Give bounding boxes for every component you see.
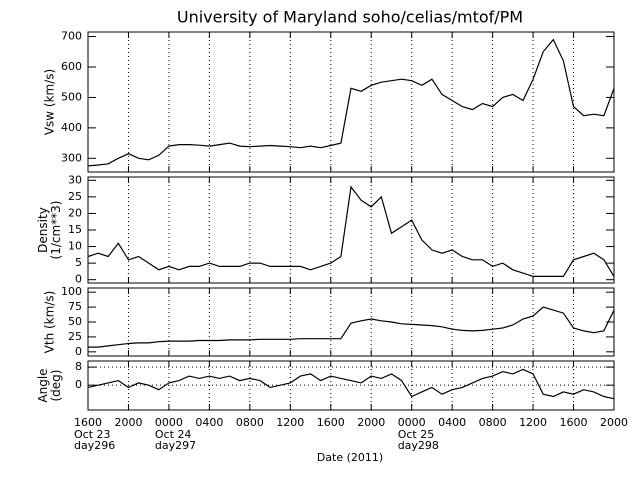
y-tick-label: 5 xyxy=(75,256,82,269)
y-tick-label: 8 xyxy=(75,360,82,373)
y-axis-label: (1/cm**3) xyxy=(49,201,63,260)
data-line xyxy=(87,185,615,277)
y-tick-label: 30 xyxy=(68,173,82,186)
x-tick-label: 1600 xyxy=(317,416,345,429)
chart-title: University of Maryland soho/celias/mtof/… xyxy=(177,8,523,27)
panel-frame xyxy=(87,287,615,357)
x-tick-label: 0000 xyxy=(155,416,183,429)
data-line xyxy=(87,38,615,167)
y-tick-label: 20 xyxy=(68,206,82,219)
y-tick-label: 300 xyxy=(61,151,82,164)
x-tick-label: 0400 xyxy=(195,416,223,429)
y-axis-label: Vsw (km/s) xyxy=(43,69,57,135)
day-label: day298 xyxy=(398,439,439,452)
y-tick-label: 75 xyxy=(68,300,82,313)
y-tick-label: 400 xyxy=(61,121,82,134)
x-tick-label: 2000 xyxy=(114,416,142,429)
x-axis-label: Date (2011) xyxy=(317,451,383,464)
date-label: Oct 24 xyxy=(155,428,192,441)
data-line xyxy=(87,368,615,400)
day-label: day297 xyxy=(155,439,196,452)
y-tick-label: 50 xyxy=(68,315,82,328)
x-tick-label: 0400 xyxy=(438,416,466,429)
y-tick-label: 700 xyxy=(61,30,82,43)
y-tick-label: 10 xyxy=(68,240,82,253)
x-tick-label: 1200 xyxy=(276,416,304,429)
x-tick-label: 0800 xyxy=(479,416,507,429)
panel-frame xyxy=(87,176,615,284)
y-tick-label: 25 xyxy=(68,330,82,343)
panel-frame xyxy=(87,360,615,411)
x-tick-label: 0000 xyxy=(398,416,426,429)
y-axis-label: Density xyxy=(36,207,50,253)
date-label: Oct 23 xyxy=(74,428,111,441)
y-tick-label: 0 xyxy=(75,345,82,358)
y-tick-label: 25 xyxy=(68,190,82,203)
day-label: day296 xyxy=(74,439,115,452)
y-axis-label: Vth (km/s) xyxy=(43,291,57,354)
y-tick-label: 100 xyxy=(61,285,82,298)
panel-frame xyxy=(87,31,615,173)
x-tick-label: 1600 xyxy=(560,416,588,429)
x-tick-label: 1200 xyxy=(519,416,547,429)
y-axis-label: Angle xyxy=(36,368,50,402)
y-tick-label: 500 xyxy=(61,90,82,103)
data-line xyxy=(88,306,615,348)
x-tick-label: 1600 xyxy=(74,416,102,429)
y-tick-label: 600 xyxy=(61,60,82,73)
y-tick-label: 0 xyxy=(75,378,82,391)
y-tick-label: 0 xyxy=(75,273,82,286)
x-tick-label: 2000 xyxy=(600,416,628,429)
date-label: Oct 25 xyxy=(398,428,435,441)
y-axis-label: (deg) xyxy=(49,370,63,402)
x-tick-label: 2000 xyxy=(357,416,385,429)
x-tick-label: 0800 xyxy=(236,416,264,429)
y-tick-label: 15 xyxy=(68,223,82,236)
